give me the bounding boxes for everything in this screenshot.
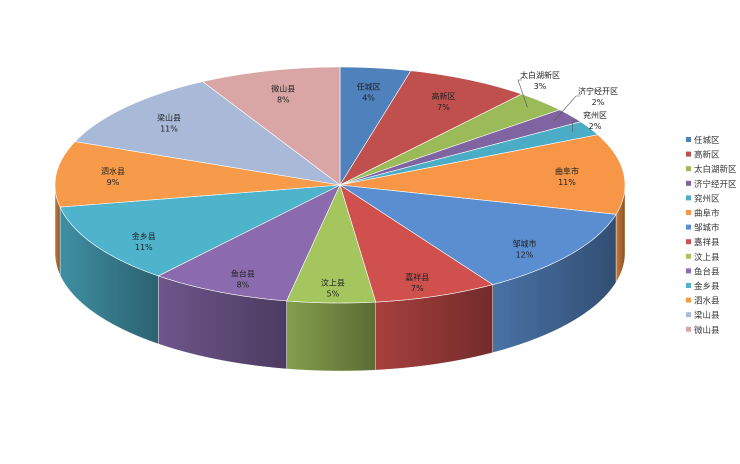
data-label-name-6: 邹城市 [512,238,536,248]
legend-swatch-5 [686,210,691,215]
data-label-name-4: 兖州区 [583,110,607,120]
leader-line-4 [571,119,577,133]
pie-slice-12[interactable] [74,81,341,186]
legend-item-4[interactable]: 兖州区 [694,193,720,204]
legend-swatch-11 [686,297,691,303]
pie-slice-7[interactable] [339,184,494,303]
legend-swatch-0 [686,137,691,142]
data-label-name-3: 济宁经开区 [578,86,618,96]
legend-item-1[interactable]: 高新区 [694,150,720,161]
data-label-value-9: 8% [237,280,250,289]
pie-slice-9[interactable] [157,184,341,302]
data-label-value-7: 7% [411,284,424,293]
data-label-value-11: 9% [107,178,120,187]
data-label-value-2: 3% [534,82,547,91]
data-label-value-10: 11% [135,243,153,252]
data-label-name-11: 泗水县 [101,166,125,176]
pie-slice-5[interactable] [339,134,626,215]
legend-item-11[interactable]: 泗水县 [694,296,720,307]
data-label-value-8: 5% [326,289,339,298]
pie-slice-8[interactable] [286,184,377,304]
data-label-value-5: 11% [558,178,576,187]
data-label-name-8: 汶上县 [321,277,345,287]
legend-item-3[interactable]: 济宁经开区 [694,179,737,190]
data-label-name-9: 鱼台县 [231,268,255,278]
legend-swatch-12 [686,312,691,318]
data-label-value-0: 4% [362,93,375,102]
data-label-name-13: 微山县 [271,84,295,94]
pie-slice-13[interactable] [202,66,341,186]
legend-item-6[interactable]: 邹城市 [694,223,720,234]
pie-slice-1[interactable] [339,70,523,186]
legend-item-13[interactable]: 微山县 [694,325,720,336]
legend-swatch-9 [686,268,691,274]
legend-swatch-8 [686,253,691,259]
leader-line-3 [554,95,580,121]
legend-item-2[interactable]: 太白湖新区 [694,164,737,175]
data-label-name-12: 梁山县 [157,113,181,123]
legend-item-8[interactable]: 汶上县 [694,252,720,263]
legend-item-10[interactable]: 金乡县 [694,281,720,292]
legend-swatch-7 [686,239,691,245]
legend-swatch-13 [686,326,691,332]
legend-item-12[interactable]: 梁山县 [694,310,720,321]
legend-item-7[interactable]: 嘉祥县 [694,237,720,248]
legend-swatch-2 [686,166,691,172]
legend-item-0[interactable]: 任城区 [694,135,720,146]
data-label-value-3: 2% [592,98,605,107]
legend-swatch-10 [686,283,691,288]
data-label-name-7: 嘉祥县 [405,272,429,282]
pie-slice-6[interactable] [339,184,617,285]
pie-slice-3[interactable] [339,109,582,186]
legend-swatch-3 [686,180,691,186]
legend-swatch-6 [686,224,691,230]
data-label-value-13: 8% [277,96,290,105]
data-label-name-10: 金乡县 [132,231,156,241]
data-label-name-1: 高新区 [432,91,456,101]
data-label-name-5: 曲阜市 [555,166,579,176]
pie-slice-0[interactable] [339,66,412,187]
legend-item-5[interactable]: 曲阜市 [694,208,720,219]
data-label-name-2: 太白湖新区 [520,70,560,80]
pie-slice-2[interactable] [339,93,561,186]
data-label-value-4: 2% [589,122,602,131]
legend-item-9[interactable]: 鱼台县 [694,266,720,277]
legend-swatch-1 [686,151,691,157]
legend-swatch-4 [686,195,691,201]
pie-side-8 [286,300,376,372]
pie-slice-4[interactable] [339,121,599,186]
data-label-value-12: 11% [160,125,178,134]
data-label-name-0: 任城区 [357,81,381,91]
data-label-value-1: 7% [437,103,450,112]
pie-slice-11[interactable] [54,141,341,208]
data-label-value-6: 12% [516,250,534,259]
pie-slice-10[interactable] [59,184,341,277]
leader-line-2 [517,79,528,108]
